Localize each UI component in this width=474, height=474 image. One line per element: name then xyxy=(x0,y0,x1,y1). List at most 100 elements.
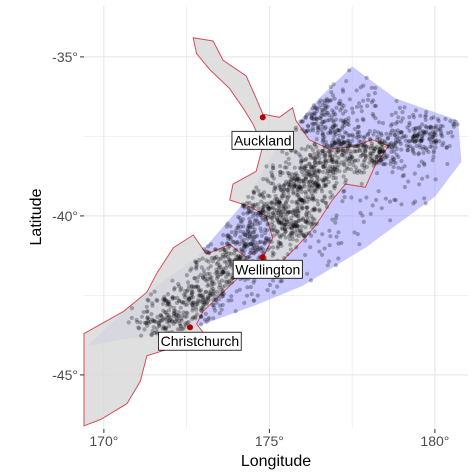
event-point xyxy=(299,119,305,124)
event-point xyxy=(316,181,321,187)
event-point xyxy=(289,177,294,182)
event-point xyxy=(237,242,242,247)
event-point xyxy=(439,132,444,137)
event-point xyxy=(328,169,333,174)
event-point xyxy=(295,206,300,211)
event-point xyxy=(238,255,243,260)
event-point xyxy=(323,125,328,130)
event-point xyxy=(374,197,379,203)
event-point xyxy=(264,164,269,169)
event-point xyxy=(276,219,281,224)
event-point xyxy=(305,205,310,210)
event-point xyxy=(414,139,419,144)
event-point xyxy=(361,150,366,155)
event-point xyxy=(336,145,341,150)
event-point xyxy=(275,229,281,234)
event-point xyxy=(321,179,326,184)
event-point xyxy=(339,138,344,143)
event-point xyxy=(314,144,319,150)
event-point xyxy=(164,310,169,315)
event-point xyxy=(220,293,226,299)
event-point xyxy=(329,144,335,149)
event-point xyxy=(296,233,301,238)
event-point xyxy=(215,273,220,278)
event-point xyxy=(254,217,259,222)
event-point xyxy=(286,209,291,214)
event-point xyxy=(225,280,230,285)
event-point xyxy=(247,223,252,228)
event-point xyxy=(287,233,292,238)
event-point xyxy=(144,304,149,309)
event-point xyxy=(379,141,384,146)
event-point xyxy=(204,300,209,305)
event-point xyxy=(331,176,336,181)
event-point xyxy=(276,220,281,225)
event-point xyxy=(199,288,204,293)
event-point xyxy=(302,184,307,189)
event-point xyxy=(330,124,335,129)
event-point xyxy=(347,141,352,147)
event-point xyxy=(187,297,192,302)
event-point xyxy=(330,165,335,170)
event-point xyxy=(242,203,247,208)
event-point xyxy=(315,182,320,187)
event-point xyxy=(361,152,366,157)
event-point xyxy=(309,185,314,190)
event-point xyxy=(295,176,300,181)
event-point xyxy=(279,221,284,226)
event-point xyxy=(331,112,336,117)
event-point xyxy=(383,161,388,167)
event-point xyxy=(301,172,306,177)
event-point xyxy=(256,247,261,252)
event-point xyxy=(209,288,214,293)
event-point xyxy=(201,297,206,302)
event-point xyxy=(241,224,246,229)
event-point xyxy=(410,138,415,143)
event-point xyxy=(167,302,172,307)
event-point xyxy=(324,110,329,115)
event-point xyxy=(274,196,279,201)
event-point xyxy=(340,87,345,92)
event-point xyxy=(304,164,309,169)
event-point xyxy=(272,207,277,212)
event-point xyxy=(287,179,292,184)
event-point xyxy=(318,116,323,121)
event-point xyxy=(346,138,351,143)
event-point xyxy=(410,136,415,142)
event-point xyxy=(203,249,208,254)
event-point xyxy=(234,240,239,245)
event-point xyxy=(389,149,394,154)
event-point xyxy=(304,129,309,134)
event-point xyxy=(299,186,304,191)
event-point xyxy=(245,236,250,241)
event-point xyxy=(199,299,204,304)
event-point xyxy=(163,317,168,322)
event-point xyxy=(397,139,402,144)
event-point xyxy=(320,148,325,153)
event-point xyxy=(396,115,401,120)
event-point xyxy=(336,230,341,235)
event-point xyxy=(280,222,285,227)
event-point xyxy=(293,175,298,180)
event-point xyxy=(238,219,243,224)
event-point xyxy=(321,119,326,125)
event-point xyxy=(265,228,270,233)
event-point xyxy=(332,186,337,191)
event-point xyxy=(352,126,357,132)
event-point xyxy=(339,143,344,148)
event-point xyxy=(302,165,307,170)
event-point xyxy=(400,116,405,121)
event-point xyxy=(283,222,288,227)
event-point xyxy=(311,164,316,169)
event-point xyxy=(248,225,253,230)
event-point xyxy=(368,150,373,156)
event-point xyxy=(281,232,286,237)
event-point xyxy=(349,156,354,161)
event-point xyxy=(215,289,220,294)
event-point xyxy=(229,262,234,267)
event-point xyxy=(324,204,330,209)
event-point xyxy=(332,167,337,172)
event-point xyxy=(166,300,171,305)
event-point xyxy=(144,309,150,314)
event-point xyxy=(173,308,178,314)
